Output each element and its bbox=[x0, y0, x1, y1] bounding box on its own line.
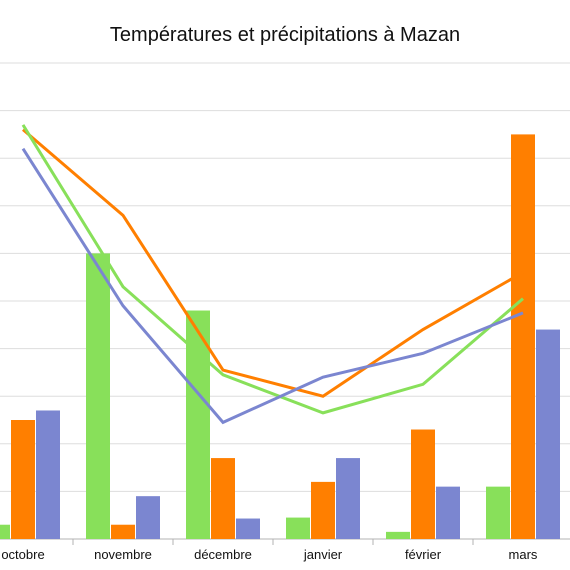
line-layer bbox=[21, 124, 524, 425]
bar-series-3-décembre bbox=[236, 518, 260, 539]
bar-series-3-janvier bbox=[336, 458, 360, 539]
bar-series-1-janvier bbox=[286, 517, 310, 539]
bar-series-3-février bbox=[436, 486, 460, 539]
bar-layer bbox=[0, 134, 560, 539]
bar-series-1-octobre bbox=[0, 524, 10, 539]
category-label-janvier: janvier bbox=[303, 547, 343, 562]
bar-series-3-octobre bbox=[36, 410, 60, 539]
bar-series-1-février bbox=[386, 531, 410, 539]
bar-series-2-octobre bbox=[11, 420, 35, 539]
bar-series-3-novembre bbox=[136, 496, 160, 539]
bar-series-2-mars bbox=[511, 134, 535, 539]
category-labels: octobre novembre décembre janvier février mar… bbox=[1, 547, 538, 562]
bar-series-2-novembre bbox=[111, 524, 135, 539]
grid-lines bbox=[0, 62, 570, 545]
bar-series-1-mars bbox=[486, 486, 510, 539]
bar-series-2-janvier bbox=[311, 481, 335, 539]
category-label-mars: mars bbox=[509, 547, 538, 562]
chart-title: Températures et précipitations à Mazan bbox=[109, 24, 461, 46]
category-label-novembre: novembre bbox=[94, 547, 152, 562]
category-label-décembre: décembre bbox=[194, 547, 252, 562]
line-series-2 bbox=[21, 124, 524, 415]
bar-series-2-février bbox=[411, 429, 435, 539]
line-series-1 bbox=[22, 128, 524, 398]
bar-series-2-décembre bbox=[211, 458, 235, 539]
category-label-février: février bbox=[405, 547, 442, 562]
bar-series-3-mars bbox=[536, 329, 560, 539]
bar-series-1-novembre bbox=[86, 253, 110, 539]
category-label-octobre: octobre bbox=[1, 547, 44, 562]
line-series-3 bbox=[21, 147, 524, 425]
bar-series-1-décembre bbox=[186, 310, 210, 539]
